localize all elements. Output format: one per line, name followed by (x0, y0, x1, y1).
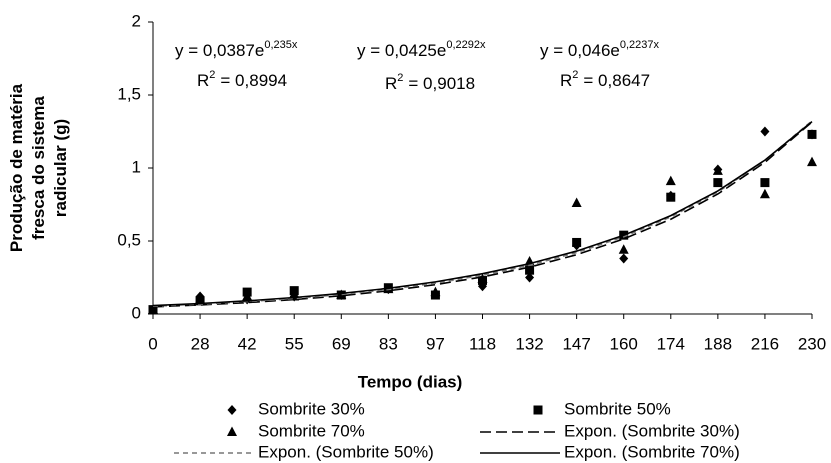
marker (477, 273, 488, 283)
r-label: R (560, 71, 572, 90)
marker (759, 188, 770, 199)
marker (525, 265, 535, 275)
r-exponent: 2 (209, 69, 215, 81)
x-tick-label: 230 (798, 334, 826, 353)
marker (525, 272, 535, 283)
y-axis-label-line: radicular (g) (51, 119, 70, 217)
equation-base: y = 0,046e (540, 41, 620, 60)
marker (289, 286, 299, 296)
legend-marker (227, 426, 237, 436)
x-tick-label: 69 (332, 334, 351, 353)
equation-exponent: 0,2292x (446, 39, 486, 51)
x-tick-label: 132 (515, 334, 543, 353)
y-axis-label-line: fresca do sistema (29, 96, 48, 240)
y-tick-label: 1 (132, 157, 141, 176)
equation-base: y = 0,0387e (175, 41, 264, 60)
legend-label: Expon. (Sombrite 70%) (564, 442, 740, 461)
trend-line (152, 120, 813, 308)
x-axis-label: Tempo (dias) (358, 372, 463, 391)
marker (760, 178, 770, 188)
trend-line (152, 120, 813, 307)
y-tick-label: 0,5 (117, 230, 141, 249)
x-tick-label: 55 (285, 334, 304, 353)
legend-label: Sombrite 70% (258, 421, 365, 440)
r-value: = 0,8647 (583, 71, 650, 90)
r-exponent: 2 (572, 69, 578, 81)
x-tick-label: 0 (148, 334, 157, 353)
legend-label: Sombrite 30% (258, 399, 365, 418)
marker (760, 126, 770, 137)
r-label: R (197, 71, 209, 90)
x-tick-label: 216 (751, 334, 779, 353)
legend-label: Expon. (Sombrite 50%) (258, 442, 434, 461)
marker (712, 165, 723, 175)
x-tick-label: 147 (562, 334, 590, 353)
legend-label: Expon. (Sombrite 30%) (564, 421, 740, 440)
r-label: R (385, 74, 397, 93)
marker (148, 304, 158, 314)
equation: y = 0,046e0,2237x (540, 39, 660, 61)
marker (430, 286, 441, 297)
x-tick-label: 174 (657, 334, 685, 353)
marker (618, 244, 629, 254)
x-tick-label: 28 (191, 334, 210, 353)
r-value: = 0,9018 (408, 74, 475, 93)
marker (713, 178, 723, 188)
x-tick-label: 42 (238, 334, 257, 353)
y-axis-label: Produção de matéria fresca do sistema radi… (7, 83, 70, 252)
marker (572, 237, 582, 247)
r-squared: R2 = 0,8647 (560, 69, 650, 91)
r-squared: R2 = 0,9018 (385, 72, 475, 94)
equation: y = 0,0387e0,235x (175, 39, 298, 61)
marker (807, 156, 817, 167)
r-squared: R2 = 0,8994 (197, 69, 287, 91)
legend-label: Sombrite 50% (564, 399, 671, 418)
y-tick-label: 2 (132, 11, 141, 30)
marker (665, 175, 676, 186)
equation-exponent: 0,235x (264, 39, 298, 51)
marker (242, 290, 253, 301)
x-tick-label: 83 (379, 334, 398, 353)
x-tick-label: 160 (610, 334, 638, 353)
r-value: = 0,8994 (220, 71, 287, 90)
marker (666, 192, 676, 202)
y-axis-label-line: Produção de matéria (7, 83, 26, 252)
x-tick-label: 188 (704, 334, 732, 353)
marker (571, 197, 582, 208)
legend-marker (533, 405, 543, 415)
x-tick-label: 118 (469, 334, 496, 353)
x-tick-label: 97 (426, 334, 445, 353)
marker (807, 129, 817, 139)
equation-exponent: 0,2237x (620, 39, 660, 51)
r-exponent: 2 (397, 72, 403, 84)
y-tick-label: 0 (132, 303, 141, 322)
marker (195, 293, 206, 304)
y-tick-label: 1,5 (117, 84, 141, 103)
marker (619, 253, 629, 264)
legend-marker (227, 405, 237, 415)
equation-base: y = 0,0425e (357, 41, 446, 60)
equation: y = 0,0425e0,2292x (357, 39, 486, 61)
trend-line (152, 121, 813, 308)
